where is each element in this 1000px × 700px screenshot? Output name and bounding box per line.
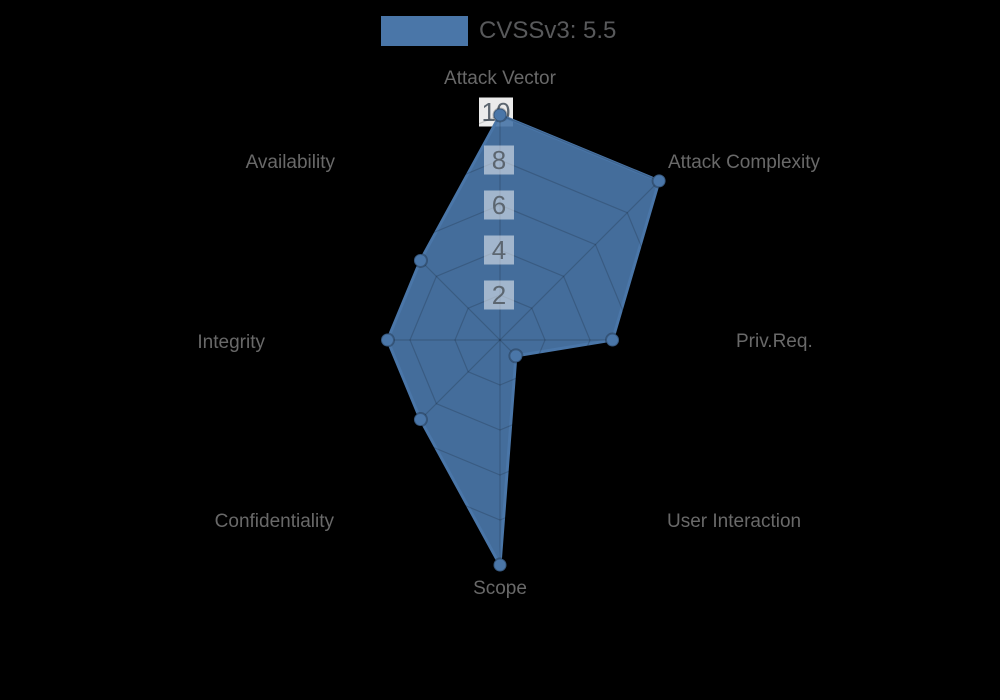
grid-ring-6 <box>364 204 636 476</box>
tick-label-6: 6 <box>492 190 506 220</box>
tick-label-8: 8 <box>492 145 506 175</box>
vertex-dot-scope <box>492 557 508 573</box>
grid-spoke-attack-complexity <box>499 180 660 341</box>
vertex-dot-attack-vector <box>492 107 508 123</box>
vertex-dot-availability <box>412 252 428 268</box>
axis-label-confidentiality: Confidentiality <box>215 511 335 532</box>
vertex-dot-priv-req <box>605 332 620 348</box>
axis-label-availability: Availability <box>246 152 336 173</box>
legend-swatch <box>381 16 468 46</box>
axis-label-priv-req: Priv.Req. <box>736 331 813 352</box>
grid-spoke-user-interaction <box>499 339 660 500</box>
vertex-dot-attack-complexity <box>651 173 667 189</box>
tick-box-6 <box>484 190 514 220</box>
vertex-dot-confidentiality <box>412 412 428 428</box>
legend-label: CVSSv3: 5.5 <box>479 17 617 44</box>
tick-box-8 <box>484 145 514 175</box>
axis-label-integrity: Integrity <box>197 332 265 353</box>
vertex-dot-user-interaction <box>508 348 524 364</box>
axis-label-attack-complexity: Attack Complexity <box>668 152 821 173</box>
grid-ring-4 <box>409 249 591 431</box>
vertex-dot-integrity <box>380 332 395 348</box>
tick-label-4: 4 <box>492 235 506 265</box>
tick-box-4 <box>484 235 514 265</box>
axis-label-user-interaction: User Interaction <box>667 511 801 532</box>
axis-label-scope: Scope <box>473 578 527 599</box>
grid-ring-2 <box>454 294 546 386</box>
axis-label-attack-vector: Attack Vector <box>444 68 557 89</box>
tick-label-2: 2 <box>492 280 506 310</box>
grid-ring-8 <box>319 159 681 521</box>
tick-box-2 <box>484 280 514 310</box>
legend[interactable]: CVSSv3: 5.5 <box>381 16 616 46</box>
